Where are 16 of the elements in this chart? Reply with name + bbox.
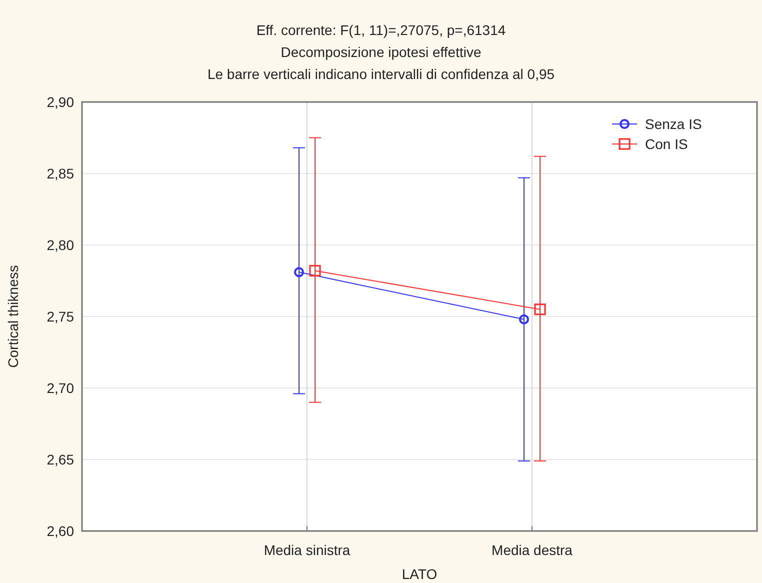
y-tick-label: 2,75 xyxy=(46,308,74,324)
x-axis-title: LATO xyxy=(402,566,438,582)
y-axis-title: Cortical thikness xyxy=(5,265,21,368)
y-tick-label: 2,80 xyxy=(46,236,74,253)
legend-label: Con IS xyxy=(645,136,688,152)
x-tick-label: Media sinistra xyxy=(264,542,350,558)
legend-label: Senza IS xyxy=(645,116,702,132)
chart-subtitle: Decomposizione ipotesi effettive xyxy=(280,44,482,60)
y-tick-label: 2,70 xyxy=(46,380,74,396)
y-tick-label: 2,65 xyxy=(46,451,74,468)
text: Le barre verticali indicano intervalli di confidenza al 0,95 xyxy=(207,66,555,82)
y-tick-label: 2,85 xyxy=(46,165,74,182)
chart-title: Eff. corrente: F(1, 11)=,27075, p=,61314 xyxy=(256,22,506,38)
y-tick-label: 2,60 xyxy=(46,522,74,539)
x-tick-label: Media destra xyxy=(492,542,573,558)
y-tick-label: 2,90 xyxy=(46,94,74,110)
